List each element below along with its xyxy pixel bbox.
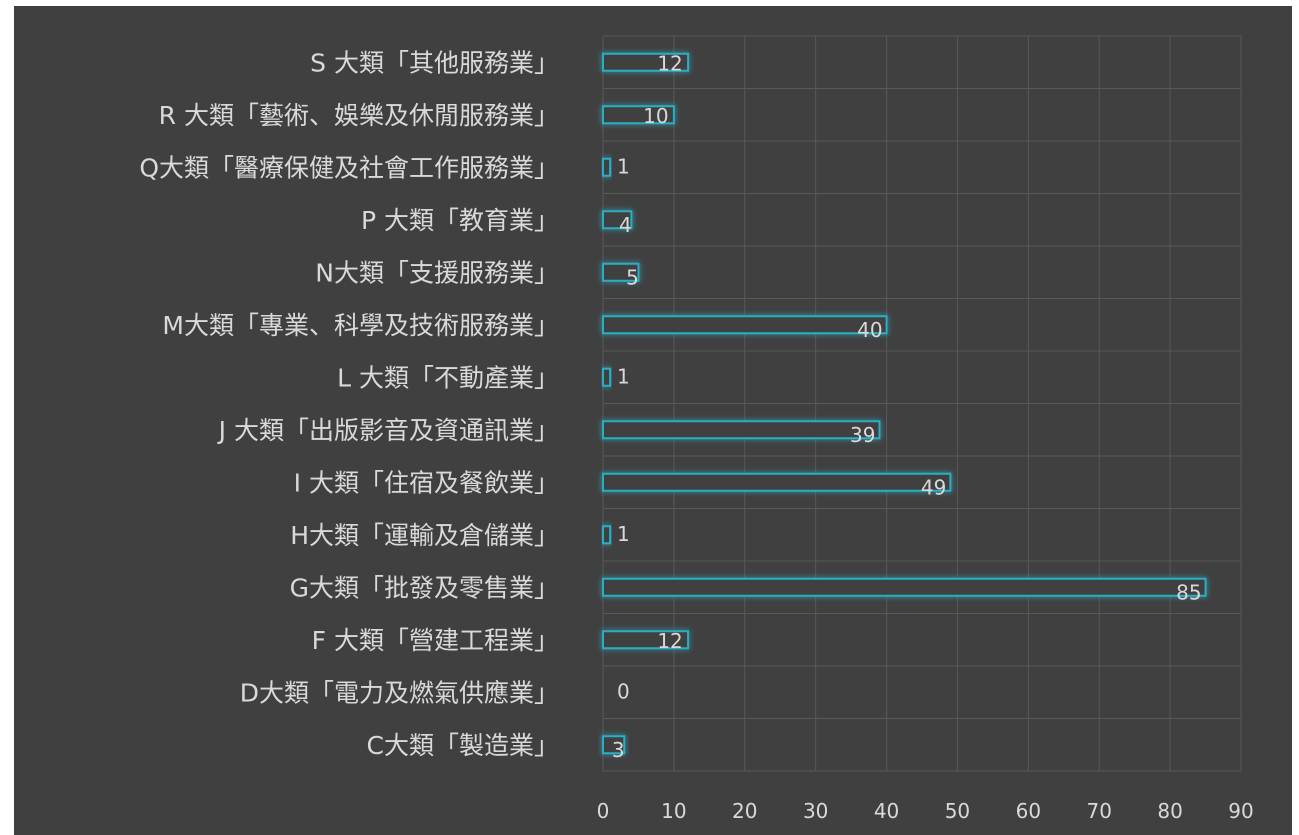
value-label: 1 bbox=[617, 522, 630, 546]
x-tick-label: 10 bbox=[661, 799, 686, 823]
x-tick-label: 20 bbox=[732, 799, 757, 823]
x-axis-tick-labels: 0 10 20 30 40 50 60 70 80 90 bbox=[597, 799, 1254, 823]
category-label: R 大類「藝術、娛樂及休閒服務業」 bbox=[159, 101, 559, 130]
bar bbox=[602, 157, 612, 177]
value-label: 85 bbox=[1176, 580, 1201, 604]
category-label: I 大類「住宿及餐飲業」 bbox=[294, 468, 559, 497]
bar bbox=[602, 525, 612, 545]
category-labels: S 大類「其他服務業」 R 大類「藝術、娛樂及休閒服務業」 Q大類「醫療保健及社會工… bbox=[139, 48, 559, 760]
value-label: 1 bbox=[617, 364, 630, 388]
value-labels: 12 10 1 4 5 40 1 39 49 1 85 12 0 3 bbox=[612, 51, 1202, 762]
x-tick-label: 90 bbox=[1228, 799, 1253, 823]
value-label: 4 bbox=[619, 213, 632, 237]
category-label: L 大類「不動產業」 bbox=[337, 363, 559, 392]
value-label: 40 bbox=[857, 318, 882, 342]
bar bbox=[602, 210, 633, 230]
category-label: Q大類「醫療保健及社會工作服務業」 bbox=[139, 153, 559, 182]
x-tick-label: 0 bbox=[597, 799, 610, 823]
value-label: 12 bbox=[657, 629, 682, 653]
category-label: F 大類「營建工程業」 bbox=[312, 626, 559, 655]
x-tick-label: 50 bbox=[945, 799, 970, 823]
x-tick-label: 30 bbox=[803, 799, 828, 823]
bar bbox=[602, 315, 888, 335]
value-label: 10 bbox=[643, 104, 668, 128]
bar bbox=[602, 367, 612, 387]
category-label: C大類「製造業」 bbox=[367, 731, 559, 760]
value-label: 1 bbox=[617, 154, 630, 178]
x-tick-label: 70 bbox=[1086, 799, 1111, 823]
bar-chart: S 大類「其他服務業」 R 大類「藝術、娛樂及休閒服務業」 Q大類「醫療保健及社會工… bbox=[139, 35, 1254, 823]
bar bbox=[602, 105, 675, 125]
bar bbox=[602, 630, 690, 650]
x-tick-label: 60 bbox=[1016, 799, 1041, 823]
bar bbox=[602, 52, 690, 72]
category-label: N大類「支援服務業」 bbox=[315, 258, 559, 287]
bars bbox=[602, 52, 1207, 755]
x-tick-label: 40 bbox=[874, 799, 899, 823]
bar bbox=[602, 262, 640, 282]
category-label: D大類「電力及燃氣供應業」 bbox=[240, 678, 559, 707]
chart-panel: S 大類「其他服務業」 R 大類「藝術、娛樂及休閒服務業」 Q大類「醫療保健及社會工… bbox=[14, 6, 1292, 835]
value-label: 12 bbox=[657, 51, 682, 75]
x-tick-label: 80 bbox=[1157, 799, 1182, 823]
category-label: H大類「運輸及倉儲業」 bbox=[290, 521, 559, 550]
category-label: G大類「批發及零售業」 bbox=[290, 573, 559, 602]
value-label: 39 bbox=[850, 423, 875, 447]
value-label: 49 bbox=[921, 475, 946, 499]
category-label: P 大類「教育業」 bbox=[361, 206, 559, 235]
bar bbox=[602, 472, 952, 492]
value-label: 5 bbox=[626, 265, 639, 289]
category-label: J 大類「出版影音及資通訊業」 bbox=[217, 416, 559, 445]
value-label: 3 bbox=[612, 738, 625, 762]
category-label: S 大類「其他服務業」 bbox=[310, 48, 559, 77]
bar bbox=[602, 577, 1207, 597]
value-label: 0 bbox=[617, 679, 630, 703]
bar bbox=[602, 735, 626, 755]
bar bbox=[602, 420, 881, 440]
category-label: M大類「專業、科學及技術服務業」 bbox=[162, 311, 559, 340]
grid bbox=[602, 35, 1242, 772]
